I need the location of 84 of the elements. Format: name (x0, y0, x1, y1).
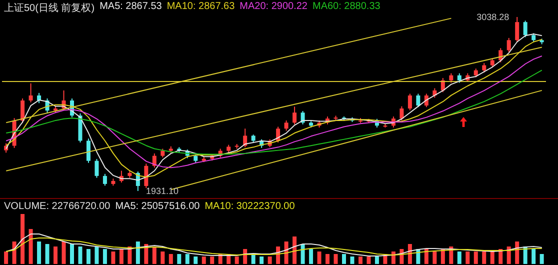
bar (168, 254, 173, 264)
bar (490, 252, 494, 264)
text: VOLUME: 22766720.00 (4, 201, 110, 212)
bar (540, 254, 544, 264)
bar (408, 244, 412, 264)
bar (54, 246, 58, 264)
bar (268, 256, 272, 264)
text: MA10: 30222370.00 (204, 201, 295, 212)
bar (210, 256, 214, 264)
bar (474, 252, 478, 264)
candlestick (28, 82, 33, 103)
candlestick (523, 20, 528, 38)
bar (185, 254, 190, 264)
candlestick (94, 158, 99, 178)
candlestick (400, 106, 404, 121)
candlestick (416, 93, 420, 108)
candlestick (243, 128, 248, 148)
bar (86, 249, 90, 264)
bar (309, 249, 314, 264)
bar (243, 249, 248, 264)
bar (136, 242, 140, 264)
bar (152, 246, 156, 264)
bar (374, 256, 379, 264)
annotation: 3038.28 (476, 12, 510, 22)
bar (292, 236, 297, 264)
bar (144, 244, 148, 264)
bar (506, 246, 511, 264)
bar (251, 254, 256, 264)
bar (62, 242, 66, 264)
bar (326, 254, 330, 264)
candlestick (482, 62, 486, 74)
bar (482, 252, 486, 264)
bar (440, 249, 445, 264)
candlestick (449, 72, 454, 84)
bar (37, 242, 42, 264)
chart-title: 上证50(日线 前复权) (4, 2, 95, 15)
text: MA20: 2900.22 (240, 1, 308, 14)
bar (260, 256, 264, 264)
bar (28, 229, 33, 264)
bar (102, 249, 107, 264)
bar (342, 254, 346, 264)
bar (70, 244, 74, 264)
candlestick (86, 138, 90, 164)
candlestick (102, 173, 107, 186)
bar (234, 256, 239, 264)
bar (532, 249, 536, 264)
bar (498, 249, 503, 264)
bar (300, 244, 305, 264)
candlestick (20, 98, 25, 124)
bar (94, 246, 99, 264)
text: MA5: 2867.53 (100, 1, 162, 14)
bar (78, 246, 82, 264)
text: MA60: 2880.33 (312, 1, 380, 14)
bar (466, 252, 470, 264)
bar (202, 256, 206, 264)
bar (366, 256, 371, 264)
text: MA5: 25057516.00 (115, 201, 200, 212)
bar (177, 254, 182, 264)
bar (45, 244, 50, 264)
bar (350, 256, 354, 264)
candlestick (457, 72, 462, 84)
candlestick (144, 163, 148, 189)
candlestick (284, 120, 288, 132)
annotation: 1931.10 (146, 186, 179, 196)
bar (432, 252, 437, 264)
text: MA10: 2867.63 (166, 1, 235, 14)
bar (284, 242, 288, 264)
bar (391, 252, 396, 264)
bar (111, 252, 116, 264)
bar (457, 252, 462, 264)
bar (358, 256, 362, 264)
bar (194, 256, 198, 264)
bar (424, 249, 428, 264)
bar (119, 249, 124, 264)
bar (317, 252, 322, 264)
bar (515, 242, 520, 264)
candlestick (408, 93, 412, 111)
candlestick (506, 37, 511, 53)
candlestick (515, 17, 520, 42)
candlestick (292, 106, 297, 125)
bar (4, 252, 8, 264)
bar (20, 214, 25, 264)
bar (334, 254, 338, 264)
bar (160, 252, 165, 264)
